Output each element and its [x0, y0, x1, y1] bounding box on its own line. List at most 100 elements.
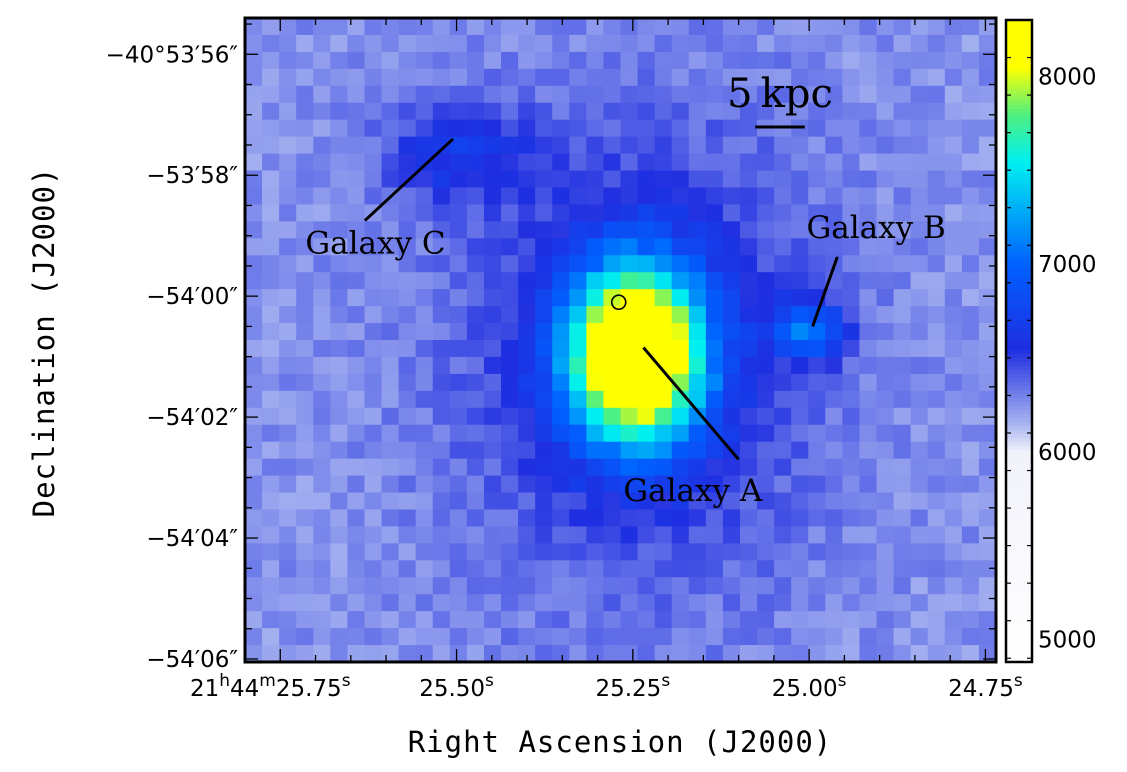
- heatmap-cell: [296, 543, 314, 561]
- colorbar-segment: [1006, 377, 1032, 382]
- heatmap-cell: [245, 611, 263, 629]
- heatmap-cell: [603, 458, 622, 477]
- heatmap-cell: [927, 509, 946, 528]
- heatmap-cell: [586, 594, 605, 612]
- heatmap-cell: [586, 272, 605, 290]
- heatmap-cell: [483, 68, 502, 87]
- heatmap-cell: [978, 34, 996, 53]
- heatmap-cell: [364, 594, 383, 612]
- colorbar-segment: [1006, 381, 1032, 386]
- heatmap-cell: [313, 611, 331, 629]
- colorbar-segment: [1006, 613, 1032, 619]
- heatmap-cell: [910, 102, 929, 121]
- heatmap-cell: [637, 68, 656, 87]
- heatmap-cell: [330, 204, 349, 222]
- heatmap-cell: [279, 18, 297, 36]
- heatmap-cell: [245, 323, 263, 341]
- heatmap-cell: [347, 560, 366, 578]
- colorbar-segment: [1006, 160, 1032, 166]
- heatmap-cell: [893, 390, 912, 409]
- colorbar-segment: [1006, 236, 1032, 242]
- heatmap-cell: [757, 170, 775, 189]
- heatmap-cell: [603, 102, 622, 121]
- heatmap-cell: [842, 255, 861, 273]
- heatmap-cell: [705, 272, 724, 290]
- heatmap-cell: [535, 373, 553, 392]
- heatmap-cell: [603, 594, 622, 612]
- heatmap-cell: [637, 475, 656, 494]
- heatmap-cell: [483, 323, 502, 341]
- heatmap-cell: [569, 289, 587, 307]
- colorbar-segment: [1006, 453, 1032, 459]
- colorbar-segment: [1006, 72, 1032, 77]
- heatmap-cell: [910, 68, 929, 87]
- heatmap-cell: [859, 85, 878, 104]
- heatmap-cell: [637, 119, 656, 138]
- heatmap-cell: [518, 424, 536, 443]
- heatmap-cell: [330, 509, 349, 528]
- heatmap-cell: [501, 153, 519, 172]
- heatmap-cell: [518, 475, 536, 494]
- heatmap-cell: [245, 102, 263, 121]
- colorbar-segment: [1006, 88, 1032, 94]
- heatmap-cell: [262, 543, 280, 561]
- heatmap-cell: [313, 458, 331, 477]
- heatmap-cell: [739, 340, 758, 358]
- heatmap-cell: [569, 272, 587, 290]
- heatmap-cell: [620, 238, 639, 256]
- heatmap-cell: [313, 560, 331, 578]
- heatmap-cell: [262, 356, 280, 375]
- heatmap-cell: [313, 34, 331, 53]
- heatmap-cell: [791, 255, 809, 273]
- heatmap-cell: [603, 475, 622, 494]
- heatmap-cell: [501, 238, 519, 256]
- heatmap-cell: [330, 373, 349, 392]
- heatmap-cell: [245, 390, 263, 409]
- heatmap-cell: [859, 68, 878, 87]
- heatmap-cell: [671, 272, 690, 290]
- heatmap-cell: [944, 475, 963, 494]
- heatmap-cell: [978, 238, 996, 256]
- heatmap-cell: [569, 628, 587, 646]
- heatmap-cell: [654, 306, 673, 324]
- heatmap-cell: [739, 543, 758, 561]
- heatmap-cell: [586, 356, 605, 375]
- heatmap-cell: [535, 594, 553, 612]
- heatmap-cell: [603, 323, 622, 341]
- heatmap-cell: [330, 170, 349, 189]
- heatmap-cell: [466, 509, 485, 528]
- heatmap-cell: [586, 204, 605, 222]
- heatmap-cell: [415, 340, 434, 358]
- heatmap-cell: [910, 560, 929, 578]
- heatmap-cell: [347, 306, 366, 324]
- heatmap-cell: [415, 577, 434, 595]
- heatmap-cell: [330, 390, 349, 409]
- heatmap-cell: [842, 475, 861, 494]
- heatmap-cell: [671, 509, 690, 528]
- colorbar-segment: [1006, 517, 1032, 523]
- heatmap-cell: [808, 85, 826, 104]
- heatmap-cell: [364, 543, 383, 561]
- x-tick-unit: h: [219, 671, 230, 691]
- colorbar-segment: [1006, 164, 1032, 170]
- heatmap-cell: [791, 153, 809, 172]
- heatmap-cell: [859, 102, 878, 121]
- heatmap-cell: [347, 272, 366, 290]
- heatmap-cell: [518, 594, 536, 612]
- heatmap-cell: [944, 424, 963, 443]
- heatmap-cell: [245, 441, 263, 460]
- heatmap-cell: [313, 373, 331, 392]
- colorbar-segment: [1006, 617, 1032, 623]
- heatmap-cell: [535, 119, 553, 138]
- heatmap-cell: [722, 102, 741, 121]
- colorbar-segment: [1006, 192, 1032, 198]
- heatmap-cell: [774, 272, 792, 290]
- heatmap-cell: [347, 136, 366, 155]
- heatmap-cell: [808, 458, 826, 477]
- heatmap-cell: [330, 492, 349, 511]
- heatmap-cell: [347, 68, 366, 87]
- colorbar-segment: [1006, 641, 1032, 647]
- heatmap-cell: [364, 560, 383, 578]
- heatmap-cell: [944, 119, 963, 138]
